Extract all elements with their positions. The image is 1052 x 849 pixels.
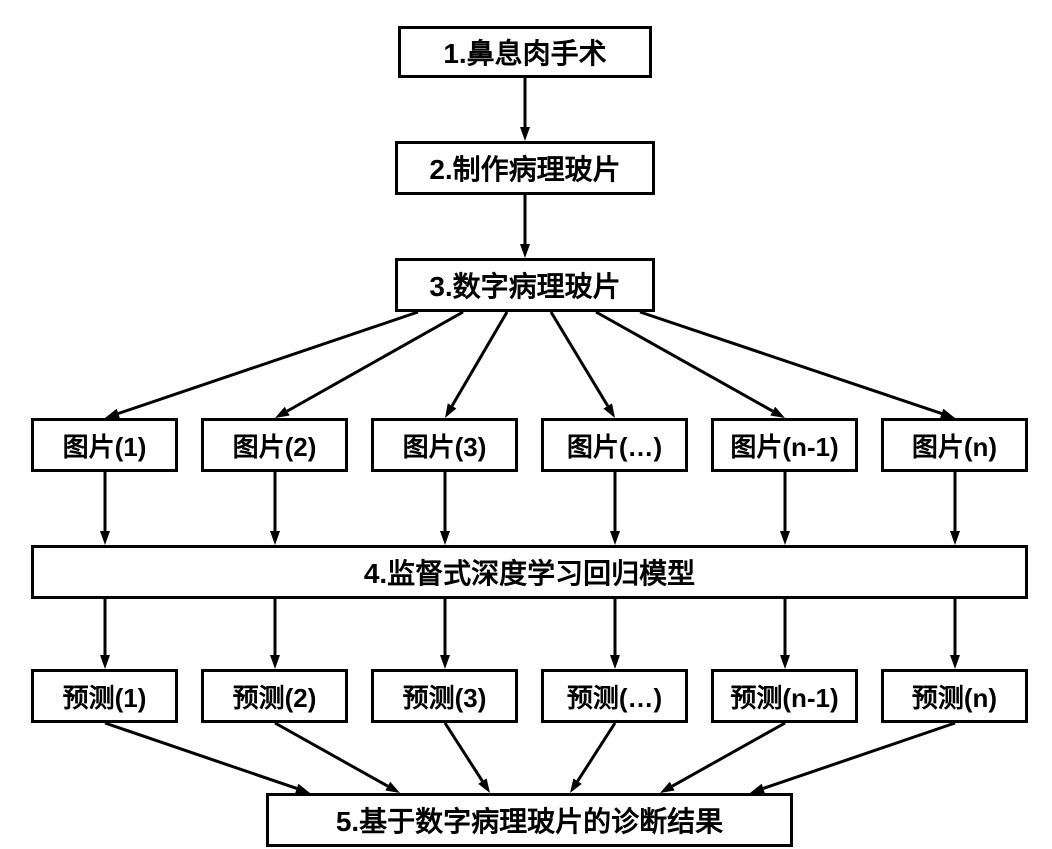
step5-box: 5.基于数字病理玻片的诊断结果 — [266, 793, 793, 847]
pred-ellipsis-text: 预测(…) — [567, 678, 662, 715]
pred-1-text: 预测(1) — [63, 678, 147, 715]
pred-2-box: 预测(2) — [201, 669, 348, 723]
pred-n1-box: 预测(n-1) — [711, 669, 858, 723]
step3-text: 3.数字病理玻片 — [429, 265, 620, 305]
image-3-box: 图片(3) — [371, 418, 518, 472]
pred-3-box: 预测(3) — [371, 669, 518, 723]
image-1-text: 图片(1) — [63, 427, 147, 464]
image-ellipsis-box: 图片(…) — [541, 418, 688, 472]
step3-box: 3.数字病理玻片 — [395, 258, 655, 312]
step1-box: 1.鼻息肉手术 — [398, 26, 652, 78]
pred-n-text: 预测(n) — [912, 678, 997, 715]
image-n-box: 图片(n) — [881, 418, 1028, 472]
step5-text: 5.基于数字病理玻片的诊断结果 — [336, 800, 723, 840]
image-n1-box: 图片(n-1) — [711, 418, 858, 472]
image-2-text: 图片(2) — [233, 427, 317, 464]
step1-text: 1.鼻息肉手术 — [443, 32, 606, 72]
pred-n1-text: 预测(n-1) — [730, 678, 838, 715]
image-2-box: 图片(2) — [201, 418, 348, 472]
pred-n-box: 预测(n) — [881, 669, 1028, 723]
pred-1-box: 预测(1) — [31, 669, 178, 723]
image-3-text: 图片(3) — [403, 427, 487, 464]
image-n1-text: 图片(n-1) — [730, 427, 838, 464]
pred-2-text: 预测(2) — [233, 678, 317, 715]
step2-box: 2.制作病理玻片 — [395, 141, 655, 195]
step2-text: 2.制作病理玻片 — [429, 148, 620, 188]
image-ellipsis-text: 图片(…) — [567, 427, 662, 464]
pred-3-text: 预测(3) — [403, 678, 487, 715]
step4-text: 4.监督式深度学习回归模型 — [364, 552, 695, 592]
pred-ellipsis-box: 预测(…) — [541, 669, 688, 723]
step4-box: 4.监督式深度学习回归模型 — [31, 545, 1028, 599]
image-n-text: 图片(n) — [912, 427, 997, 464]
image-1-box: 图片(1) — [31, 418, 178, 472]
